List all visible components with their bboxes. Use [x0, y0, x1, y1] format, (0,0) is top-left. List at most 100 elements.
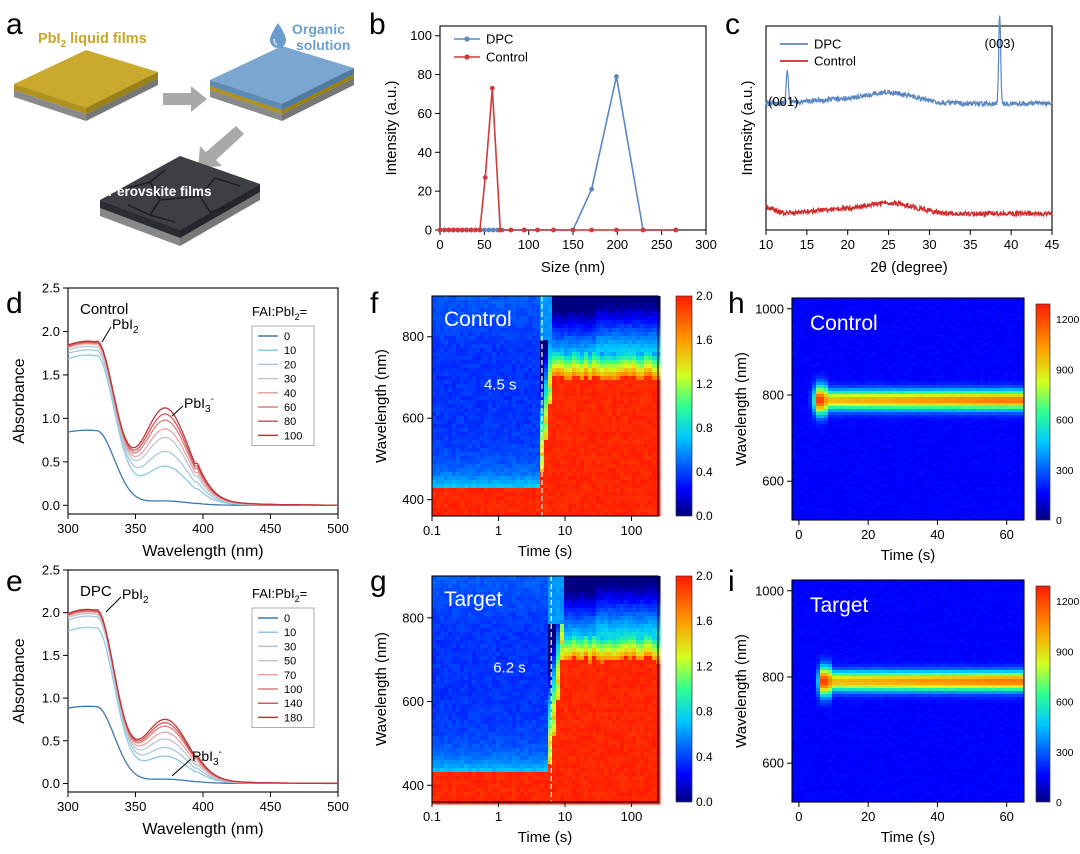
heatmap-cell	[604, 332, 609, 337]
heatmap-cell	[516, 372, 521, 377]
heatmap-cell	[528, 796, 533, 801]
heatmap-cell	[480, 704, 485, 709]
heatmap-cell	[572, 452, 577, 457]
y-tick-label: 80	[418, 67, 432, 82]
heatmap-cell	[520, 732, 525, 737]
heatmap-cell	[444, 512, 449, 517]
heatmap-cell	[476, 760, 481, 765]
heatmap-cell	[624, 388, 629, 393]
heatmap-cell	[444, 692, 449, 697]
heatmap-cell	[520, 760, 525, 765]
heatmap-cell	[480, 740, 485, 745]
heatmap-cell	[484, 684, 489, 689]
heatmap-cell	[636, 464, 641, 469]
heatmap-cell	[564, 332, 569, 337]
heatmap-cell	[508, 608, 513, 613]
heatmap-cell	[516, 580, 521, 585]
heatmap-cell	[604, 436, 609, 441]
heatmap-cell	[532, 680, 537, 685]
heatmap-cell	[640, 304, 645, 309]
heatmap-cell	[544, 344, 549, 349]
heatmap-cell	[556, 336, 561, 341]
heatmap-cell	[440, 464, 445, 469]
heatmap-cell	[536, 348, 541, 353]
heatmap-cell	[472, 476, 477, 481]
heatmap-cell	[436, 476, 441, 481]
heatmap-cell	[500, 400, 505, 405]
heatmap-cell	[476, 392, 481, 397]
heatmap-cell	[432, 428, 437, 433]
heatmap-cell	[436, 312, 441, 317]
heatmap-cell	[640, 376, 645, 381]
heatmap-cell	[444, 356, 449, 361]
heatmap-cell	[432, 296, 437, 301]
heatmap-cell	[628, 308, 633, 313]
heatmap-cell	[468, 644, 473, 649]
heatmap-cell	[516, 308, 521, 313]
heatmap-cell	[644, 308, 649, 313]
heatmap-cell	[528, 448, 533, 453]
heatmap-cell	[468, 484, 473, 489]
heatmap-cell	[492, 628, 497, 633]
heatmap-cell	[456, 708, 461, 713]
heatmap-cell	[548, 504, 553, 509]
heatmap-cell	[456, 624, 461, 629]
heatmap-cell	[548, 376, 553, 381]
heatmap-cell	[592, 476, 597, 481]
heatmap-cell	[484, 636, 489, 641]
heatmap-cell	[488, 456, 493, 461]
heatmap-cell	[456, 312, 461, 317]
heatmap-cell	[592, 428, 597, 433]
heatmap-cell	[460, 416, 465, 421]
heatmap-cell	[564, 336, 569, 341]
heatmap-cell	[588, 344, 593, 349]
heatmap-cell	[440, 436, 445, 441]
heatmap-cell	[616, 404, 621, 409]
heatmap-cell	[560, 336, 565, 341]
panel-letter-h: h	[728, 287, 745, 320]
heatmap-cell	[568, 472, 573, 477]
heatmap-cell	[600, 356, 605, 361]
heatmap-cell	[568, 440, 573, 445]
heatmap-cell	[576, 472, 581, 477]
heatmap-cell	[592, 324, 597, 329]
heatmap-cell	[496, 748, 501, 753]
heatmap-cell	[460, 624, 465, 629]
heatmap-cell	[492, 512, 497, 517]
data-point-dpc	[486, 227, 492, 233]
heatmap-cell	[496, 712, 501, 717]
heatmap-cell	[540, 600, 545, 605]
heatmap-cell	[508, 324, 513, 329]
heatmap-cell	[536, 772, 541, 777]
heatmap-cell	[648, 444, 653, 449]
heatmap-cell	[432, 676, 437, 681]
heatmap-cell	[520, 400, 525, 405]
heatmap-cell	[500, 376, 505, 381]
heatmap-cell	[524, 476, 529, 481]
heatmap-cell	[468, 352, 473, 357]
heatmap-cell	[464, 352, 469, 357]
heatmap-cell	[564, 392, 569, 397]
heatmap-cell	[608, 492, 613, 497]
heatmap-cell	[480, 776, 485, 781]
heatmap-cell	[504, 316, 509, 321]
x-tick-label: 250	[651, 237, 673, 252]
heatmap-cell	[600, 508, 605, 513]
grain-boundaries	[119, 169, 241, 223]
x-tick-label: 25	[881, 237, 895, 252]
heatmap-cell	[540, 420, 545, 425]
heatmap-cell	[536, 324, 541, 329]
heatmap-cell	[480, 408, 485, 413]
x-tick-label: 300	[695, 237, 717, 252]
heatmap-cell	[560, 436, 565, 441]
heatmap-cell	[524, 504, 529, 509]
heatmap-cell	[464, 700, 469, 705]
heatmap-cell	[440, 460, 445, 465]
heatmap-cell	[520, 492, 525, 497]
heatmap-cell	[436, 480, 441, 485]
heatmap-cell	[468, 304, 473, 309]
heatmap-cell	[496, 620, 501, 625]
heatmap-cell	[524, 672, 529, 677]
heatmap-cell	[452, 624, 457, 629]
heatmap-cell	[468, 448, 473, 453]
